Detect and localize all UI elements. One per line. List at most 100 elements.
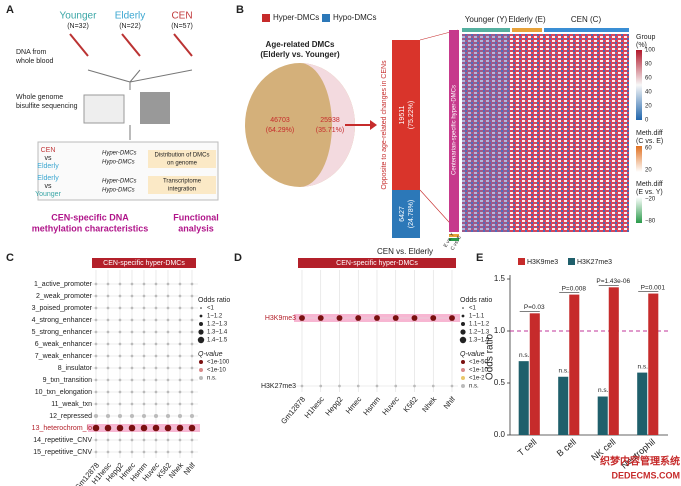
dot — [94, 354, 98, 358]
legend-title: Q-value — [460, 351, 485, 358]
dot — [142, 342, 146, 346]
dot — [154, 330, 158, 334]
dot — [178, 306, 182, 310]
dot — [166, 306, 170, 310]
step: DNA from — [16, 49, 47, 56]
dot — [178, 294, 182, 298]
legend-dot — [462, 307, 464, 309]
legend-title: Odds ratio — [198, 297, 230, 304]
dot — [154, 438, 158, 442]
dot — [118, 294, 122, 298]
dot — [106, 318, 110, 322]
row-label: 4_strong_enhancer — [32, 317, 93, 324]
dot — [153, 413, 159, 419]
dot — [317, 315, 324, 321]
legend-dot — [461, 360, 465, 364]
step: whole blood — [15, 58, 53, 65]
dot — [190, 306, 194, 310]
legend-dot — [461, 376, 465, 380]
dot — [116, 424, 124, 432]
analysis: integration — [168, 187, 196, 193]
dot — [177, 413, 183, 419]
dot — [166, 342, 170, 346]
dot — [166, 294, 170, 298]
dot — [130, 378, 134, 382]
dot — [106, 366, 110, 370]
dot — [154, 294, 158, 298]
legend-title: Q-value — [198, 351, 223, 358]
dot — [166, 354, 170, 358]
dot — [154, 282, 158, 286]
dot — [166, 450, 170, 454]
banner — [92, 258, 196, 268]
dot — [106, 282, 110, 286]
dot — [129, 413, 135, 419]
row-label: 3_poised_promoter — [32, 305, 93, 312]
dot — [154, 318, 158, 322]
legend-label: <1e-2 — [469, 376, 485, 382]
dot — [142, 390, 146, 394]
dot — [118, 318, 122, 322]
cb-label: 0 — [645, 118, 649, 124]
dot — [190, 438, 194, 442]
dot — [130, 450, 134, 454]
dot — [106, 390, 110, 394]
row-label: 12_repressed — [49, 413, 92, 420]
dot — [375, 384, 379, 388]
analysis: Distribution of DMCs — [154, 153, 209, 159]
group-bar — [462, 28, 510, 32]
strip-label: Centenarian-specific hyper-DMCs — [452, 85, 458, 175]
dot — [154, 402, 158, 406]
comp: CEN — [41, 147, 56, 154]
dot — [154, 378, 158, 382]
legend-label: Hyper-DMCs — [273, 13, 319, 22]
heatmap — [462, 34, 629, 232]
pie-title: Age-related DMCs — [266, 40, 335, 49]
dot — [142, 282, 146, 286]
bar-caption: CEN vs. Elderly — [377, 247, 433, 256]
p-label: P=0.001 — [641, 284, 666, 291]
dot — [130, 282, 134, 286]
dot — [336, 315, 343, 321]
dot — [154, 342, 158, 346]
dot — [94, 330, 98, 334]
dot — [142, 366, 146, 370]
dot — [178, 330, 182, 334]
dot — [94, 402, 98, 406]
y-tick-label: 0.0 — [494, 430, 506, 439]
dot — [118, 330, 122, 334]
pie-label: (64.29%) — [266, 127, 294, 134]
legend-label: <1e-10 — [207, 368, 227, 374]
dot — [356, 384, 360, 388]
dot — [431, 384, 435, 388]
dot — [190, 402, 194, 406]
analysis-box — [148, 150, 216, 168]
dot — [166, 390, 170, 394]
row-label: 11_weak_txn — [51, 401, 92, 408]
dot — [92, 424, 100, 432]
legend-label: <1e-50 — [469, 360, 489, 366]
panel-label: E — [476, 252, 483, 264]
legend-label: n.s. — [207, 376, 217, 382]
column-label: Gm12878 — [279, 395, 307, 426]
dot — [106, 354, 110, 358]
dot — [413, 384, 416, 388]
dot — [105, 413, 111, 419]
cb-label: 100 — [645, 48, 656, 54]
dot — [94, 294, 98, 298]
dot — [130, 354, 134, 358]
row-label: 13_heterochrom_lo — [32, 425, 92, 432]
dot — [392, 315, 399, 321]
legend-label: H3K9me3 — [527, 259, 558, 266]
legend-dot — [199, 322, 203, 326]
column-label: Nhek — [420, 395, 438, 414]
dot — [106, 378, 110, 382]
cb-label: 20 — [645, 168, 652, 174]
dot — [118, 402, 122, 406]
row-label: 5_strong_enhancer — [32, 329, 93, 336]
column-label: Nhlf — [442, 394, 458, 411]
analysis-box — [148, 176, 216, 194]
legend-dot — [199, 368, 203, 372]
dot — [178, 390, 182, 394]
dot — [190, 330, 194, 334]
